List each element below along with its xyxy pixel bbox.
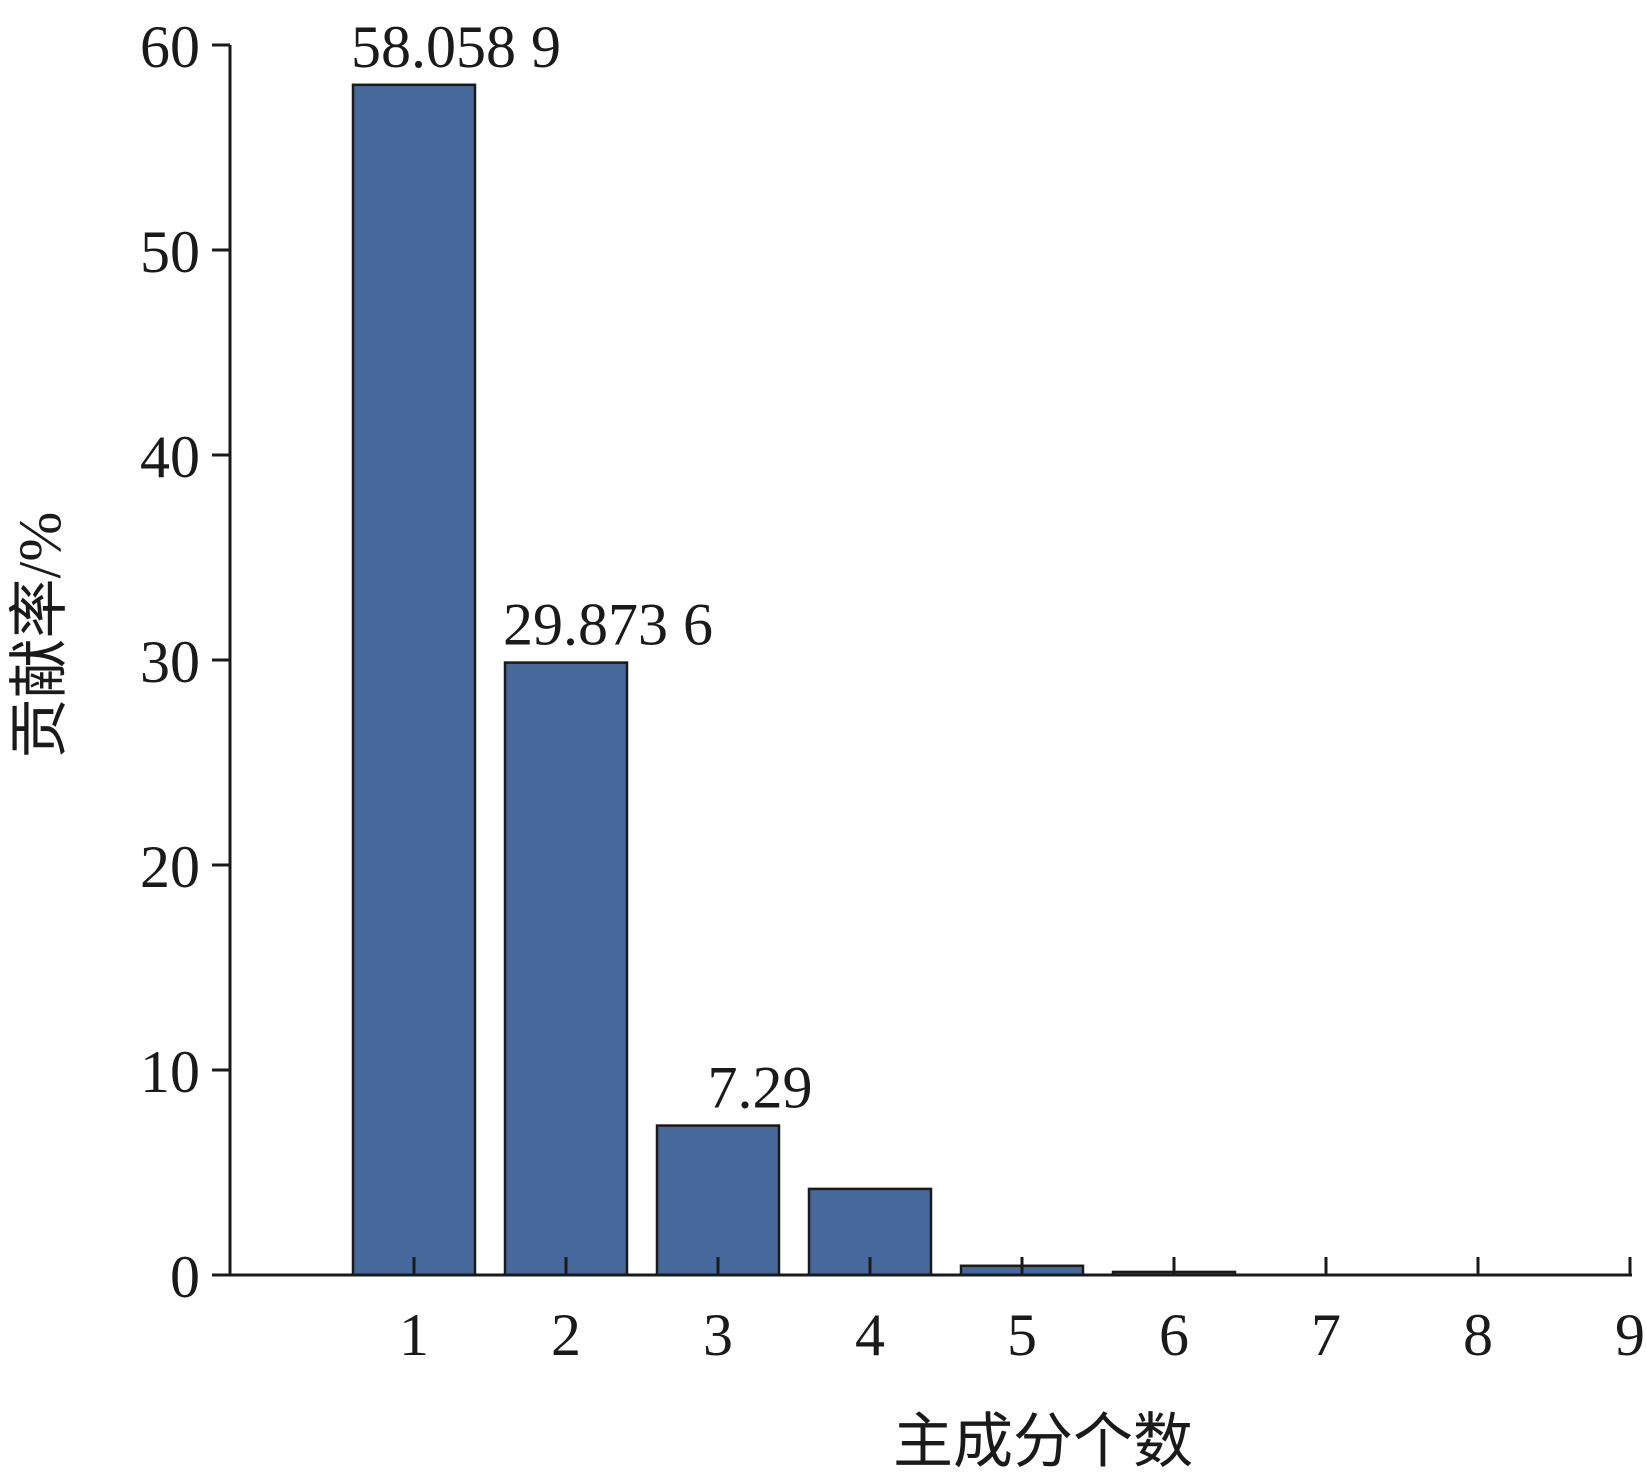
x-tick-label: 7 (1311, 1302, 1341, 1368)
y-tick-label: 60 (140, 14, 200, 80)
x-tick-label: 4 (855, 1302, 885, 1368)
y-tick-label: 10 (140, 1039, 200, 1105)
labels-layer: 0 10 20 30 40 50 60 1 2 3 4 5 6 7 8 9 58.058 9 29.873 6 7.… (140, 14, 1645, 1368)
x-tick-label: 5 (1007, 1302, 1037, 1368)
x-tick-label: 2 (551, 1302, 581, 1368)
y-tick-label: 0 (170, 1244, 200, 1310)
y-tick-label: 20 (140, 834, 200, 900)
bar-2 (503, 661, 629, 1277)
x-axis-title: 主成分个数 (893, 1409, 1193, 1471)
bar-1 (351, 83, 477, 1277)
axes-layer (212, 43, 1632, 1277)
y-axis-title: 贡献率/% (7, 512, 73, 759)
x-tick-label: 3 (703, 1302, 733, 1368)
data-label: 29.873 6 (503, 592, 713, 658)
data-label: 58.058 9 (351, 14, 561, 80)
y-tick-label: 50 (140, 219, 200, 285)
y-tick-label: 40 (140, 424, 200, 490)
y-tick-label: 30 (140, 629, 200, 695)
bars-layer (351, 83, 1237, 1277)
x-tick-label: 8 (1463, 1302, 1493, 1368)
x-tick-label: 9 (1615, 1302, 1645, 1368)
data-label: 7.29 (708, 1055, 813, 1121)
x-tick-label: 6 (1159, 1302, 1189, 1368)
bar-3 (655, 1124, 781, 1277)
x-tick-label: 1 (399, 1302, 429, 1368)
